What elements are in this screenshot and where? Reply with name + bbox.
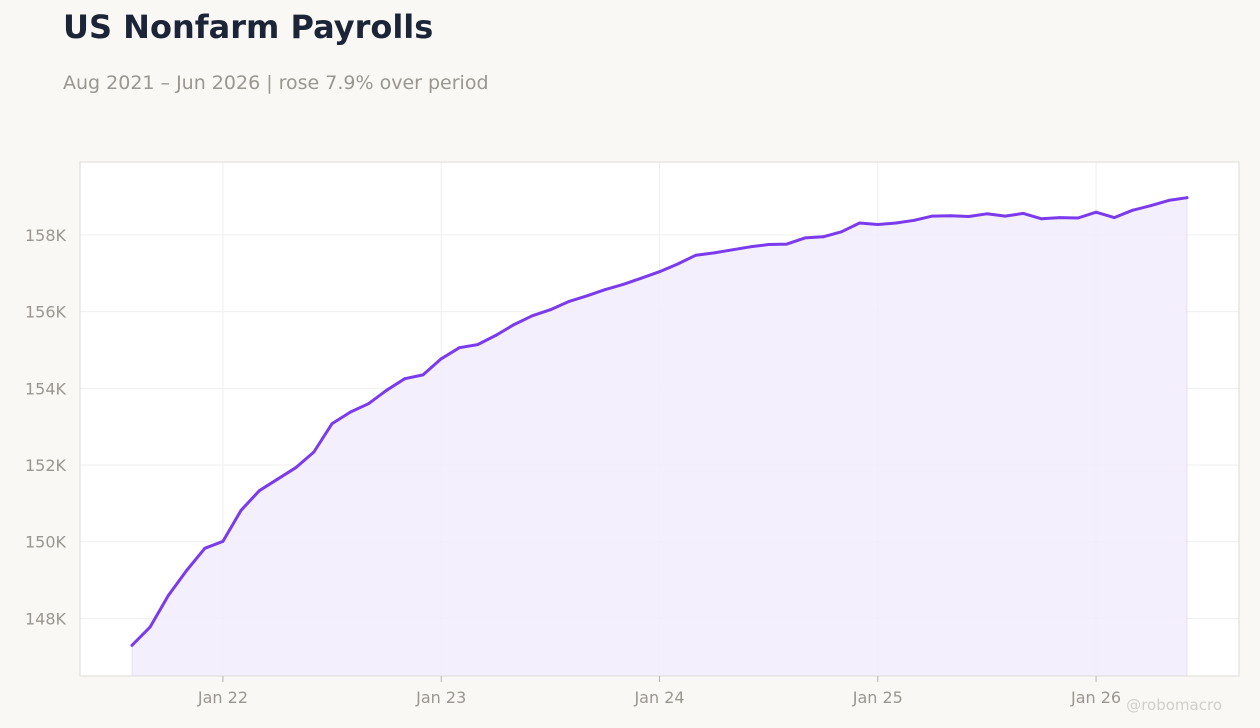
data-point [203,546,207,550]
data-point [1185,196,1189,200]
data-point [803,236,807,240]
y-tick-label: 152K [25,456,67,475]
x-tick-label: Jan 26 [1070,688,1121,707]
y-tick-label: 150K [25,533,67,552]
data-point [694,253,698,257]
y-tick-label: 158K [25,226,67,245]
y-tick-label: 154K [25,379,67,398]
data-point [1131,208,1134,212]
data-point [1058,216,1062,220]
y-tick-label: 148K [25,609,67,628]
data-point [676,262,680,266]
data-point [894,221,898,225]
x-tick-label: Jan 25 [852,688,903,707]
data-point [821,235,825,239]
data-point [930,214,934,218]
data-point [730,248,734,252]
data-point [1003,214,1007,218]
data-point [1040,217,1043,221]
data-point [1021,212,1025,215]
chart-title: US Nonfarm Payrolls [63,8,434,46]
data-point [385,388,389,392]
data-point [1149,204,1152,208]
data-point [585,294,589,298]
data-point [840,230,843,234]
data-point [294,466,298,470]
data-point [985,212,989,216]
x-tick-label: Jan 24 [633,688,684,707]
data-point [1167,199,1171,202]
data-point [949,214,952,218]
data-point [130,643,134,647]
x-tick-label: Jan 22 [197,688,248,707]
data-point [1112,216,1116,220]
data-point [858,221,861,225]
data-point [276,477,279,481]
data-point [621,283,625,286]
data-point [512,323,516,326]
data-point [749,245,752,249]
data-point [876,223,880,226]
y-axis: 148K 150K 152K 154K 156K 158K [25,226,67,629]
data-point [348,410,352,414]
data-point [912,218,916,222]
data-point [221,540,225,543]
data-point [639,276,643,280]
data-point [767,243,770,246]
data-point [439,357,443,361]
data-point [785,242,789,246]
data-point [239,508,243,512]
data-point [367,402,370,406]
data-point [1076,216,1080,220]
data-point [658,270,661,274]
data-point [1094,210,1098,214]
data-point [458,346,461,350]
data-point [403,377,407,381]
data-point [567,300,570,303]
data-point [494,334,498,337]
data-point [148,625,152,629]
data-point [603,288,607,292]
data-point [712,251,716,255]
data-point [967,215,971,218]
data-point [330,422,334,425]
data-point [185,569,189,572]
x-tick-label: Jan 23 [415,688,466,707]
data-points [130,196,1189,647]
data-point [476,343,479,346]
data-point [530,314,534,318]
data-point [549,308,552,312]
watermark: @robomacro [1126,696,1222,714]
chart-subtitle: Aug 2021 – Jun 2026 | rose 7.9% over per… [63,72,489,94]
y-tick-label: 156K [25,303,67,322]
x-axis: Jan 22 Jan 23 Jan 24 Jan 25 Jan 26 [197,676,1121,707]
data-point [257,489,261,493]
data-point [312,450,316,454]
data-point [167,594,170,597]
data-point [421,373,425,377]
